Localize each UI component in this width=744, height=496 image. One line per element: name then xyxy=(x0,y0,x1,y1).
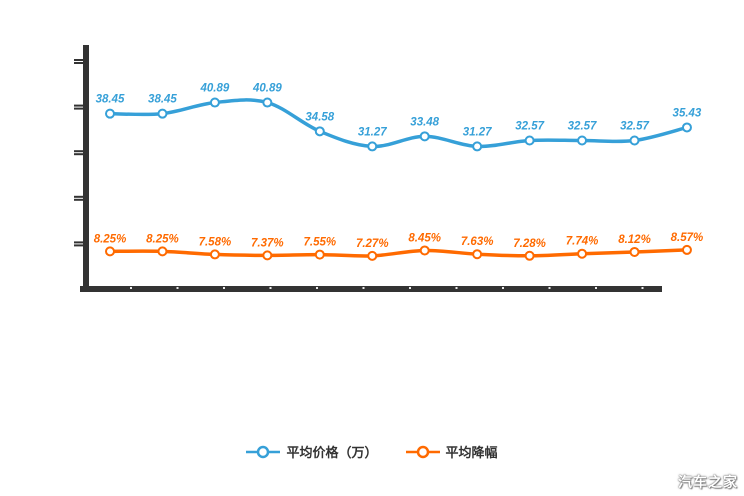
data-point-marker[interactable] xyxy=(105,246,115,257)
y-axis-tick xyxy=(74,107,83,110)
x-axis-tick xyxy=(316,287,318,289)
data-point-label: 34.58 xyxy=(305,111,334,123)
x-axis-tick xyxy=(269,287,272,289)
data-point-marker[interactable] xyxy=(629,135,640,146)
legend-marker-avg-discount-icon xyxy=(405,445,440,458)
x-axis-tick xyxy=(595,287,597,289)
data-point-label: 7.74% xyxy=(566,236,599,248)
data-point-label: 7.55% xyxy=(303,237,336,249)
y-axis-bar xyxy=(83,45,89,292)
legend-item-avg-discount[interactable]: 平均降幅 xyxy=(405,442,498,461)
data-point-label: 32.57 xyxy=(620,120,649,132)
x-axis-bar xyxy=(80,286,662,292)
data-point-label: 32.57 xyxy=(515,120,544,132)
data-point-marker[interactable] xyxy=(419,245,430,256)
y-axis-tick xyxy=(74,150,83,153)
x-axis-tick xyxy=(223,287,225,289)
x-axis-tick xyxy=(641,287,644,289)
y-axis-tick xyxy=(74,241,83,244)
data-point-label: 8.57% xyxy=(671,232,704,244)
data-point-marker[interactable] xyxy=(681,122,692,133)
data-point-label: 7.28% xyxy=(513,238,546,250)
legend-label-avg-price: 平均价格（万） xyxy=(286,445,378,460)
data-point-marker[interactable] xyxy=(577,248,588,259)
y-axis-tick xyxy=(74,244,83,247)
data-point-marker[interactable] xyxy=(367,250,378,261)
data-point-label: 33.48 xyxy=(410,116,439,128)
data-point-marker[interactable] xyxy=(472,141,483,152)
data-point-marker[interactable] xyxy=(314,126,325,137)
data-point-label: 7.27% xyxy=(356,238,389,250)
chart-legend: 平均价格（万） 平均降幅 xyxy=(0,442,744,461)
x-axis-tick xyxy=(409,287,411,289)
data-point-label: 35.43 xyxy=(673,107,702,119)
legend-marker-avg-price-icon xyxy=(246,445,281,458)
data-point-label: 8.25% xyxy=(94,233,127,245)
data-point-marker[interactable] xyxy=(524,135,535,146)
x-axis-tick xyxy=(362,287,365,289)
data-point-label: 8.45% xyxy=(408,232,441,244)
data-point-label: 7.37% xyxy=(251,237,284,249)
y-axis-tick xyxy=(74,104,83,107)
data-point-label: 38.45 xyxy=(96,94,125,106)
data-point-label: 32.57 xyxy=(568,120,597,132)
data-point-label: 40.89 xyxy=(200,83,230,95)
data-point-marker[interactable] xyxy=(314,249,325,260)
legend-label-avg-discount: 平均降幅 xyxy=(445,445,498,460)
y-axis-tick xyxy=(74,62,83,64)
data-point-marker[interactable] xyxy=(629,246,640,257)
data-point-marker[interactable] xyxy=(419,131,430,142)
y-axis-tick xyxy=(74,153,83,156)
data-point-label: 38.45 xyxy=(148,94,177,106)
x-axis-tick xyxy=(176,287,179,289)
data-point-marker[interactable] xyxy=(105,108,115,119)
series-line-0 xyxy=(108,98,689,149)
data-point-label: 8.25% xyxy=(146,233,179,245)
data-point-marker[interactable] xyxy=(157,108,168,119)
data-point-label: 8.12% xyxy=(618,234,651,246)
data-point-marker[interactable] xyxy=(577,135,588,146)
x-axis-tick xyxy=(455,287,458,289)
series-line-1 xyxy=(108,248,689,258)
data-point-marker[interactable] xyxy=(209,249,220,260)
watermark-autohome: 汽车之家 xyxy=(678,474,738,490)
y-axis-tick xyxy=(74,195,83,198)
x-axis-tick xyxy=(502,287,504,289)
data-point-marker[interactable] xyxy=(262,250,273,261)
data-point-label: 7.63% xyxy=(461,236,494,248)
data-point-label: 31.27 xyxy=(463,126,492,138)
data-point-marker[interactable] xyxy=(209,97,220,108)
y-axis-tick xyxy=(74,198,83,201)
y-axis-tick xyxy=(74,59,83,61)
data-point-label: 40.89 xyxy=(252,83,282,95)
data-point-marker[interactable] xyxy=(157,246,168,257)
data-point-marker[interactable] xyxy=(524,250,535,261)
x-axis-tick xyxy=(130,287,132,289)
data-point-marker[interactable] xyxy=(472,249,483,260)
data-point-marker[interactable] xyxy=(367,141,378,152)
x-axis-tick xyxy=(548,287,551,289)
data-point-marker[interactable] xyxy=(262,97,273,108)
data-point-marker[interactable] xyxy=(681,244,692,255)
legend-item-avg-price[interactable]: 平均价格（万） xyxy=(246,442,378,461)
data-point-label: 7.58% xyxy=(199,236,232,248)
data-point-label: 31.27 xyxy=(358,126,387,138)
